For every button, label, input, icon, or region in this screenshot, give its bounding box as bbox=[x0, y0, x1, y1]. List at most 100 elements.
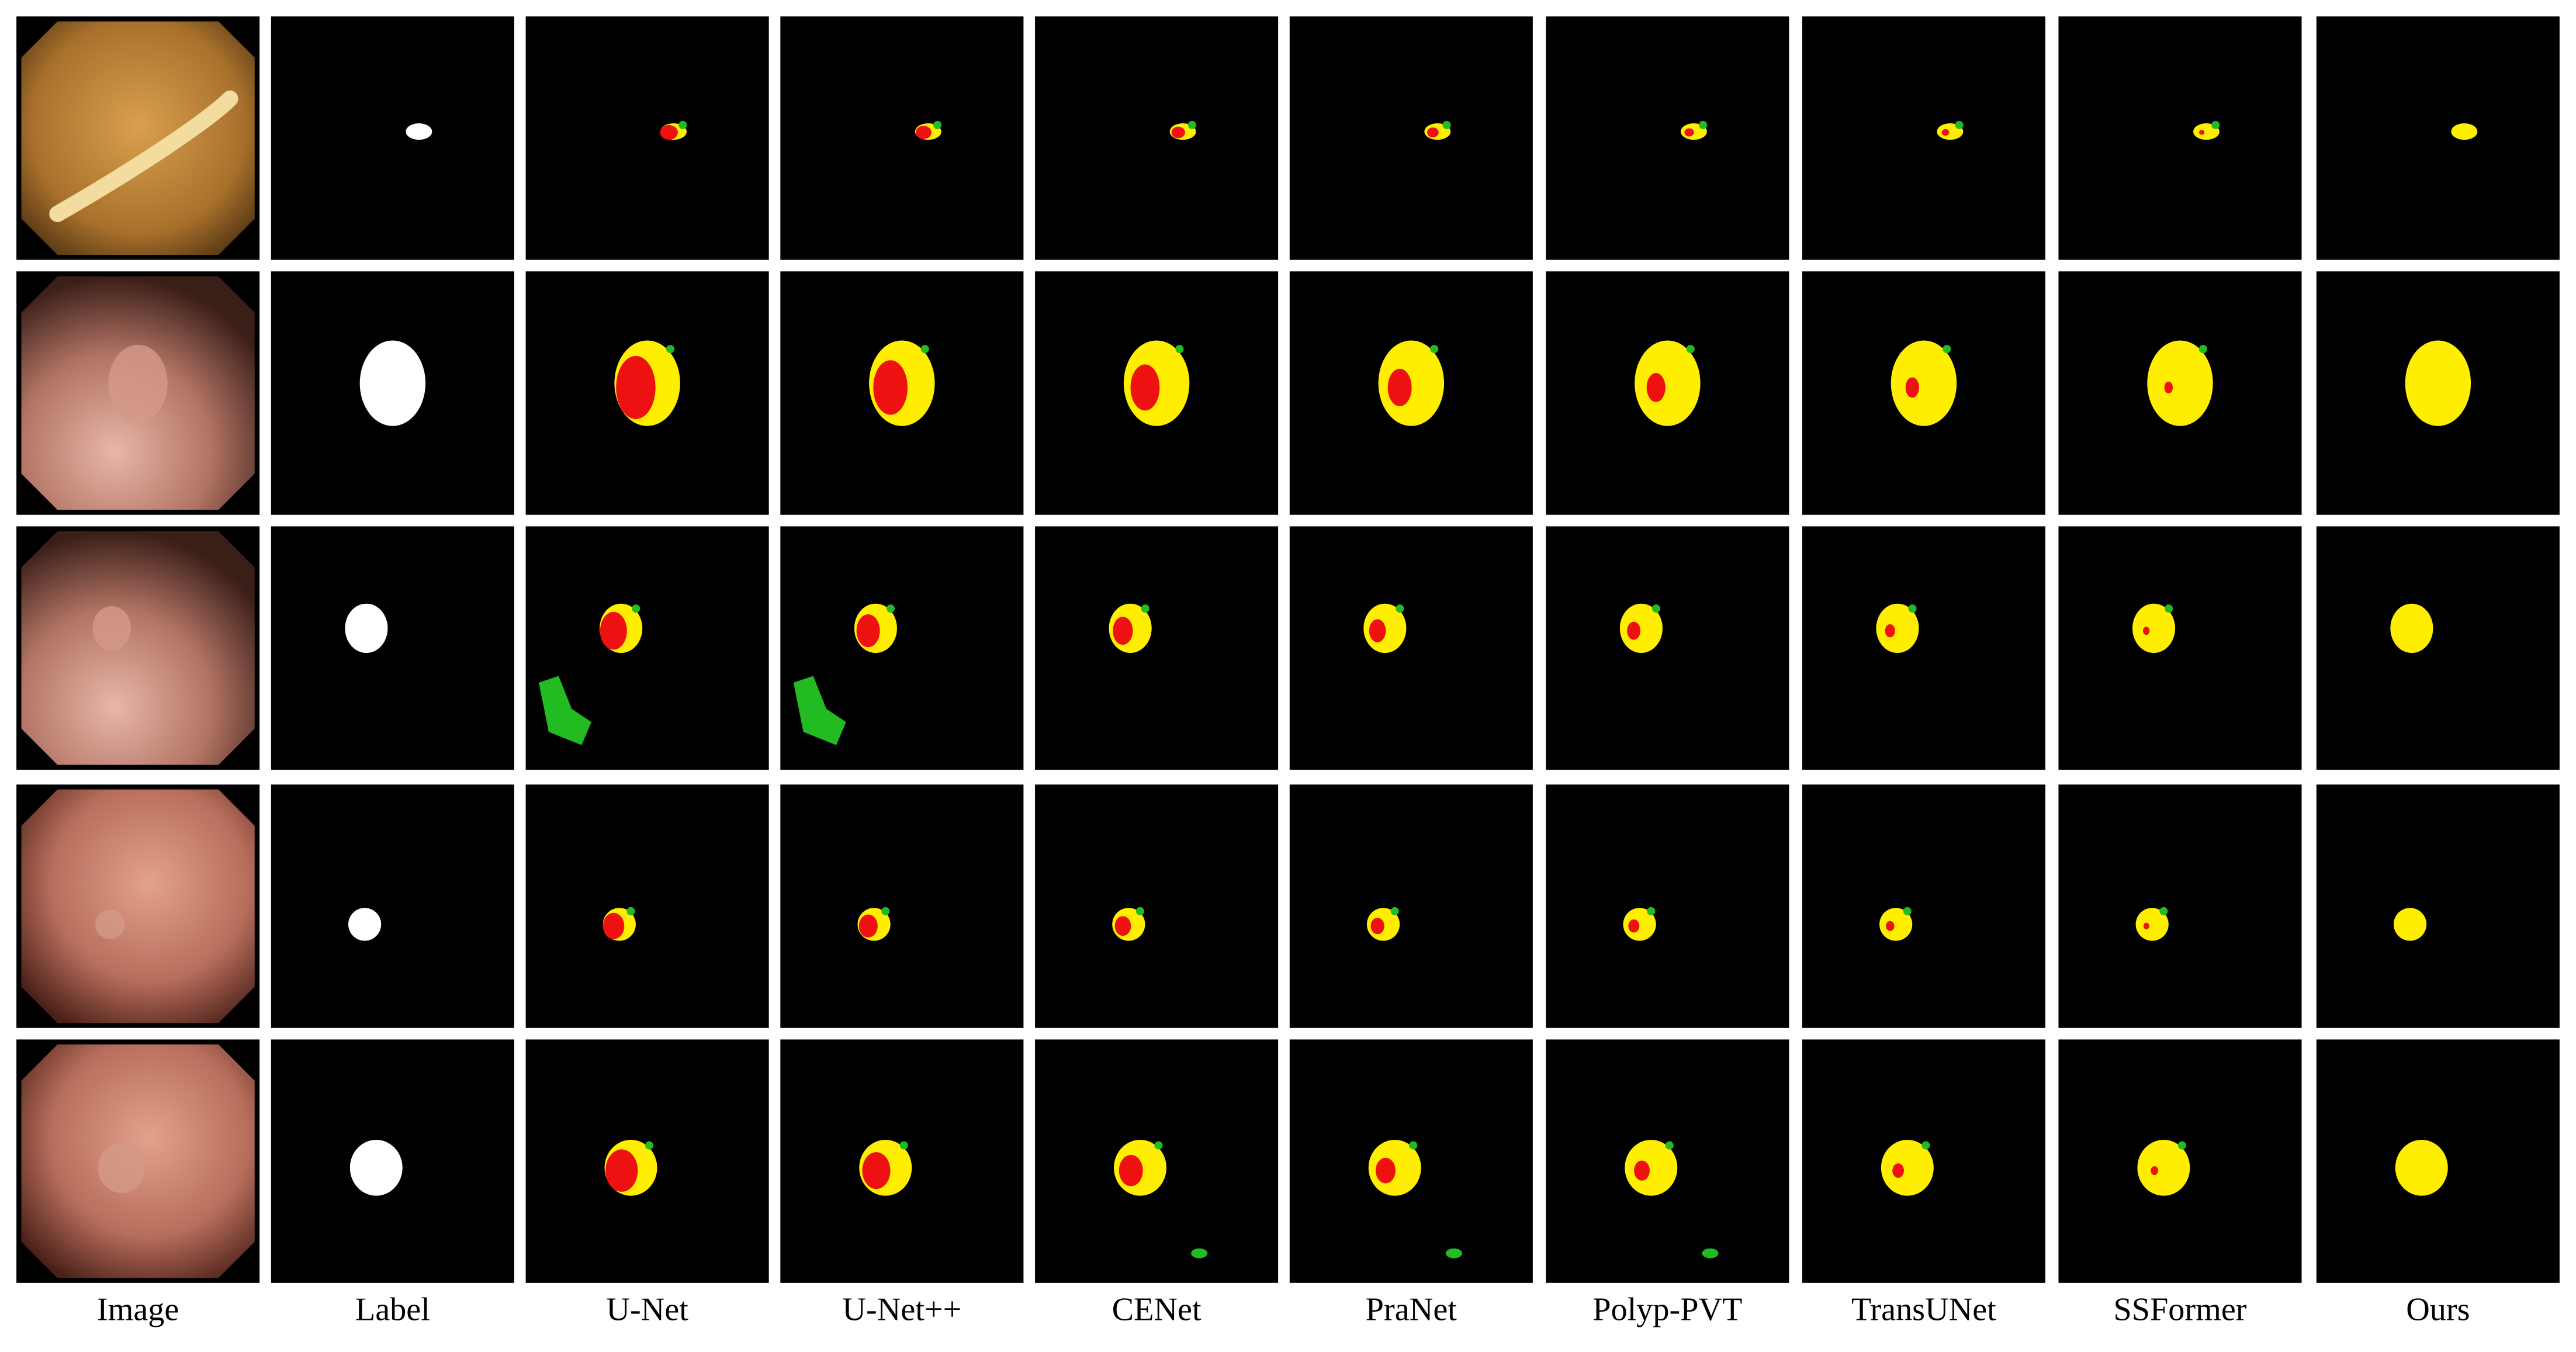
tile-background bbox=[2316, 16, 2560, 260]
column-label: U-Net bbox=[606, 1291, 688, 1327]
prediction-green bbox=[933, 120, 942, 129]
tile bbox=[1802, 271, 2045, 515]
prediction-yellow bbox=[1635, 340, 1701, 426]
prediction-yellow bbox=[1881, 1140, 1934, 1196]
prediction-green bbox=[2198, 345, 2207, 354]
prediction-red bbox=[1171, 126, 1185, 139]
column-label: Label bbox=[355, 1291, 430, 1327]
prediction-red bbox=[1113, 617, 1133, 645]
prediction-red bbox=[862, 1152, 891, 1190]
prediction-yellow bbox=[1879, 908, 1913, 941]
tile-background bbox=[1289, 526, 1533, 770]
tile-background bbox=[2316, 784, 2560, 1028]
tile-background bbox=[1802, 16, 2045, 260]
tile-background bbox=[1802, 526, 2045, 770]
tile-background bbox=[2058, 526, 2302, 770]
tile-background bbox=[780, 784, 1024, 1028]
prediction-yellow bbox=[1619, 603, 1663, 653]
tile-background bbox=[1289, 784, 1533, 1028]
prediction-yellow bbox=[2405, 340, 2471, 426]
prediction-yellow bbox=[1623, 908, 1656, 941]
prediction-red bbox=[1627, 621, 1641, 640]
tile bbox=[2316, 784, 2560, 1028]
tile bbox=[16, 784, 260, 1028]
endoscopy-detail bbox=[98, 1142, 146, 1193]
prediction-red bbox=[1427, 127, 1439, 137]
tile bbox=[780, 16, 1024, 260]
tile-background bbox=[271, 16, 514, 260]
endoscopy-image bbox=[21, 789, 255, 1023]
tile bbox=[1546, 784, 1789, 1028]
column-label: Ours bbox=[2406, 1291, 2470, 1327]
tile bbox=[1289, 526, 1533, 770]
tile bbox=[525, 16, 769, 260]
prediction-green bbox=[1187, 120, 1196, 129]
prediction-green bbox=[1390, 907, 1399, 915]
prediction-green bbox=[1445, 1248, 1462, 1258]
tile-background bbox=[1802, 784, 2045, 1028]
prediction-green bbox=[1396, 604, 1404, 613]
tile bbox=[2058, 271, 2302, 515]
tile bbox=[525, 526, 769, 770]
prediction-green bbox=[626, 907, 635, 915]
prediction-green bbox=[881, 907, 890, 915]
tile bbox=[780, 784, 1024, 1028]
endoscopy-detail bbox=[108, 344, 168, 422]
tile-background bbox=[1546, 784, 1789, 1028]
prediction-red bbox=[1369, 619, 1386, 642]
tile-background bbox=[1035, 526, 1279, 770]
endoscopy-detail bbox=[92, 606, 131, 651]
tile bbox=[2058, 784, 2302, 1028]
prediction-yellow bbox=[2147, 340, 2213, 426]
tile bbox=[16, 1039, 260, 1283]
prediction-red bbox=[916, 126, 932, 139]
prediction-green bbox=[1699, 120, 1708, 129]
prediction-red bbox=[2151, 1166, 2158, 1175]
tile bbox=[2058, 526, 2302, 770]
column-label: Polyp-PVT bbox=[1592, 1291, 1742, 1327]
tile bbox=[525, 1039, 769, 1283]
prediction-green bbox=[539, 676, 592, 745]
prediction-red bbox=[1628, 919, 1640, 933]
column-label: SSFormer bbox=[2113, 1291, 2246, 1327]
tile bbox=[1802, 16, 2045, 260]
prediction-yellow bbox=[1876, 603, 1919, 653]
endoscopy-image bbox=[21, 531, 255, 765]
prediction-red bbox=[1646, 373, 1666, 402]
prediction-red bbox=[2199, 130, 2205, 135]
tile bbox=[1802, 784, 2045, 1028]
tile bbox=[2316, 526, 2560, 770]
prediction-green bbox=[1442, 120, 1451, 129]
prediction-red bbox=[660, 125, 678, 140]
prediction-green bbox=[1943, 345, 1951, 354]
prediction-green bbox=[1141, 604, 1149, 613]
label-mask bbox=[348, 908, 382, 941]
prediction-yellow bbox=[2132, 603, 2176, 653]
label-mask bbox=[345, 603, 388, 653]
tile bbox=[525, 271, 769, 515]
prediction-red bbox=[1370, 918, 1384, 935]
prediction-green bbox=[1135, 907, 1145, 915]
prediction-red bbox=[1387, 368, 1412, 407]
tile bbox=[1289, 784, 1533, 1028]
prediction-red bbox=[1376, 1157, 1396, 1184]
prediction-green bbox=[632, 604, 640, 613]
prediction-green bbox=[886, 604, 895, 613]
prediction-green bbox=[1430, 345, 1439, 354]
tile bbox=[1289, 1039, 1533, 1283]
tile-background bbox=[1035, 784, 1279, 1028]
prediction-red bbox=[1114, 916, 1131, 936]
tile bbox=[1035, 526, 1279, 770]
tile-background bbox=[525, 784, 769, 1028]
endoscopy-detail bbox=[49, 90, 238, 222]
tile-background bbox=[1546, 526, 1789, 770]
tile bbox=[2316, 16, 2560, 260]
tile bbox=[1035, 271, 1279, 515]
tile bbox=[780, 526, 1024, 770]
tile bbox=[271, 526, 514, 770]
tile bbox=[1546, 271, 1789, 515]
tile bbox=[2316, 271, 2560, 515]
prediction-yellow bbox=[2395, 1140, 2448, 1196]
prediction-red bbox=[605, 1149, 638, 1192]
